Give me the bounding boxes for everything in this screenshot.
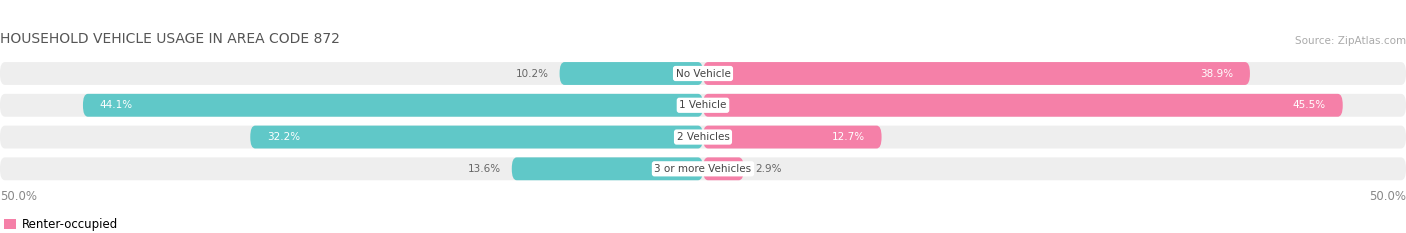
FancyBboxPatch shape (0, 62, 1406, 85)
FancyBboxPatch shape (250, 126, 703, 148)
Text: 44.1%: 44.1% (100, 100, 134, 110)
Text: HOUSEHOLD VEHICLE USAGE IN AREA CODE 872: HOUSEHOLD VEHICLE USAGE IN AREA CODE 872 (0, 32, 340, 47)
Text: 32.2%: 32.2% (267, 132, 301, 142)
Text: Source: ZipAtlas.com: Source: ZipAtlas.com (1295, 37, 1406, 47)
Legend: Owner-occupied, Renter-occupied: Owner-occupied, Renter-occupied (0, 214, 124, 233)
FancyBboxPatch shape (703, 157, 744, 180)
FancyBboxPatch shape (0, 126, 1406, 148)
FancyBboxPatch shape (703, 94, 1343, 117)
FancyBboxPatch shape (512, 157, 703, 180)
Text: 10.2%: 10.2% (516, 69, 548, 79)
Text: 38.9%: 38.9% (1199, 69, 1233, 79)
Text: 50.0%: 50.0% (0, 190, 37, 203)
FancyBboxPatch shape (0, 94, 1406, 117)
FancyBboxPatch shape (0, 157, 1406, 180)
Text: 2 Vehicles: 2 Vehicles (676, 132, 730, 142)
Text: 13.6%: 13.6% (467, 164, 501, 174)
FancyBboxPatch shape (83, 94, 703, 117)
FancyBboxPatch shape (703, 126, 882, 148)
Text: 45.5%: 45.5% (1292, 100, 1326, 110)
Text: 50.0%: 50.0% (1369, 190, 1406, 203)
FancyBboxPatch shape (703, 62, 1250, 85)
FancyBboxPatch shape (560, 62, 703, 85)
Text: 3 or more Vehicles: 3 or more Vehicles (654, 164, 752, 174)
Text: 2.9%: 2.9% (755, 164, 782, 174)
Text: 12.7%: 12.7% (831, 132, 865, 142)
Text: No Vehicle: No Vehicle (675, 69, 731, 79)
Text: 1 Vehicle: 1 Vehicle (679, 100, 727, 110)
